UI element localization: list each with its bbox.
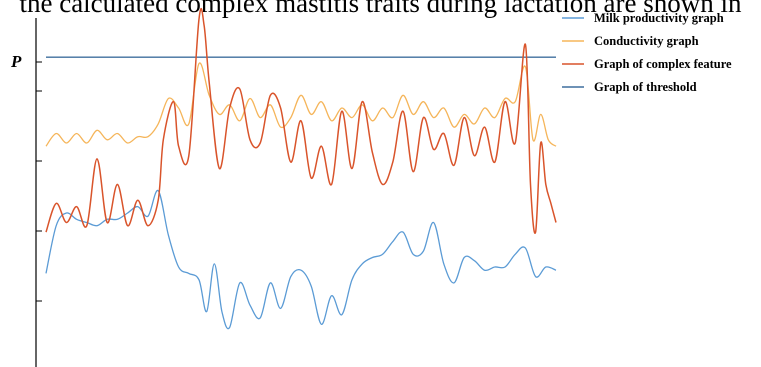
- series-line-milk: [45, 190, 557, 330]
- series-line-complex: [45, 7, 557, 235]
- plot-lines: [45, 7, 557, 330]
- legend-label-milk: Milk productivity graph: [594, 11, 724, 25]
- legend-label-threshold: Graph of threshold: [594, 80, 697, 94]
- series-line-conductivity: [45, 62, 557, 147]
- y-axis-ticks: [36, 61, 42, 302]
- y-axis-label: P: [10, 52, 22, 71]
- legend-label-complex: Graph of complex feature: [594, 57, 732, 71]
- legend: Milk productivity graph Conductivity grap…: [562, 11, 732, 94]
- legend-label-conductivity: Conductivity graph: [594, 34, 699, 48]
